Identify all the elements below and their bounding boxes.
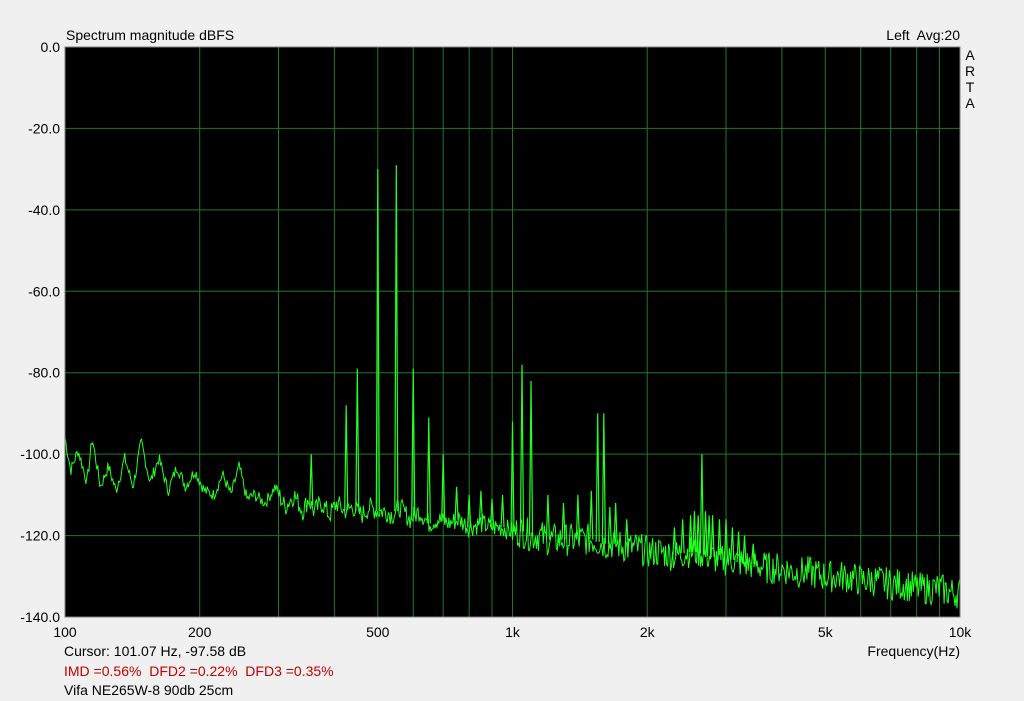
y-tick-label: 0.0 — [41, 39, 61, 55]
spectrum-peak — [344, 405, 349, 511]
spectrum-minor-peak — [672, 527, 677, 556]
spectrum-trace — [64, 165, 961, 609]
spectrum-peak — [411, 368, 416, 517]
plot-border — [64, 46, 961, 618]
spectrum-peak — [441, 454, 446, 522]
y-tick-label: -80.0 — [28, 365, 60, 381]
x-tick-label: 500 — [366, 624, 390, 640]
spectrum-minor-peak — [703, 511, 708, 555]
spectrum-series-line — [64, 437, 961, 609]
y-tick-label: -20.0 — [28, 120, 60, 136]
y-tick-label: -120.0 — [20, 528, 60, 544]
spectrum-peak — [601, 413, 606, 544]
spectrum-minor-peak — [478, 490, 484, 524]
spectrum-minor-peak — [710, 515, 715, 558]
spectrum-minor-peak — [589, 490, 594, 540]
spectrum-peak — [595, 413, 600, 542]
spectrum-peak — [355, 368, 360, 512]
y-tick-label: -60.0 — [28, 283, 60, 299]
spectrum-minor-peak — [736, 531, 741, 563]
y-tick-label: -100.0 — [20, 446, 60, 462]
spectrum-peak — [426, 417, 431, 524]
spectrum-minor-peak — [624, 519, 629, 548]
spectrum-peak — [375, 169, 380, 512]
brand-letter: A — [965, 95, 975, 111]
spectrum-minor-peak — [500, 494, 505, 528]
brand-letter: T — [966, 79, 975, 95]
channel-average-label: Left Avg:20 — [886, 27, 960, 43]
spectrum-minor-peak — [454, 486, 459, 521]
x-tick-label: 100 — [53, 624, 77, 640]
x-tick-label: 2k — [640, 624, 656, 640]
cursor-readout: Cursor: 101.07 Hz, -97.58 dB — [64, 643, 247, 659]
y-axis-ticks: 0.0 -20.0 -40.0 -60.0 -80.0 -100.0 -120.0 -140.… — [20, 39, 60, 625]
x-tick-label: 10k — [949, 624, 973, 640]
spectrum-peak — [528, 380, 534, 536]
spectrum-minor-peak — [613, 502, 618, 544]
x-tick-label: 1k — [505, 624, 521, 640]
x-tick-label: 5k — [818, 624, 834, 640]
spectrum-peak — [519, 364, 525, 532]
chart-title: Spectrum magnitude dBFS — [66, 27, 234, 43]
spectrum-minor-peak — [707, 515, 712, 556]
measurement-note: Vifa NE265W-8 90db 25cm — [64, 682, 234, 698]
spectrum-minor-peak — [489, 498, 495, 528]
spectrum-minor-peak — [723, 519, 729, 561]
brand-letter: R — [965, 63, 975, 79]
spectrum-peak — [394, 165, 399, 512]
spectrum-minor-peak — [545, 494, 551, 540]
spectrum-minor-peak — [688, 515, 693, 552]
spectrum-minor-peak — [575, 494, 580, 540]
spectrum-minor-peak — [751, 543, 756, 565]
x-axis-label: Frequency(Hz) — [867, 643, 960, 659]
spectrum-minor-peak — [467, 494, 472, 528]
spectrum-minor-peak — [717, 519, 722, 561]
spectrum-minor-peak — [607, 507, 612, 544]
spectrum-peak — [309, 454, 314, 506]
spectrum-peak — [699, 454, 705, 554]
spectrum-minor-peak — [561, 502, 566, 540]
spectrum-minor-peak — [730, 527, 735, 561]
brand-letter: A — [965, 47, 975, 63]
x-tick-label: 200 — [188, 624, 212, 640]
spectrum-peak — [510, 421, 515, 532]
spectrum-minor-peak — [696, 515, 701, 552]
x-axis-ticks: 100 200 500 1k 2k 5k 10k — [53, 624, 972, 640]
y-tick-label: -140.0 — [20, 609, 60, 625]
spectrum-minor-peak — [692, 511, 697, 552]
spectrum-minor-peak — [680, 519, 685, 554]
y-tick-label: -40.0 — [28, 202, 60, 218]
distortion-readout: IMD =0.56% DFD2 =0.22% DFD3 =0.35% — [64, 663, 334, 679]
spectrum-minor-peak — [742, 535, 747, 565]
